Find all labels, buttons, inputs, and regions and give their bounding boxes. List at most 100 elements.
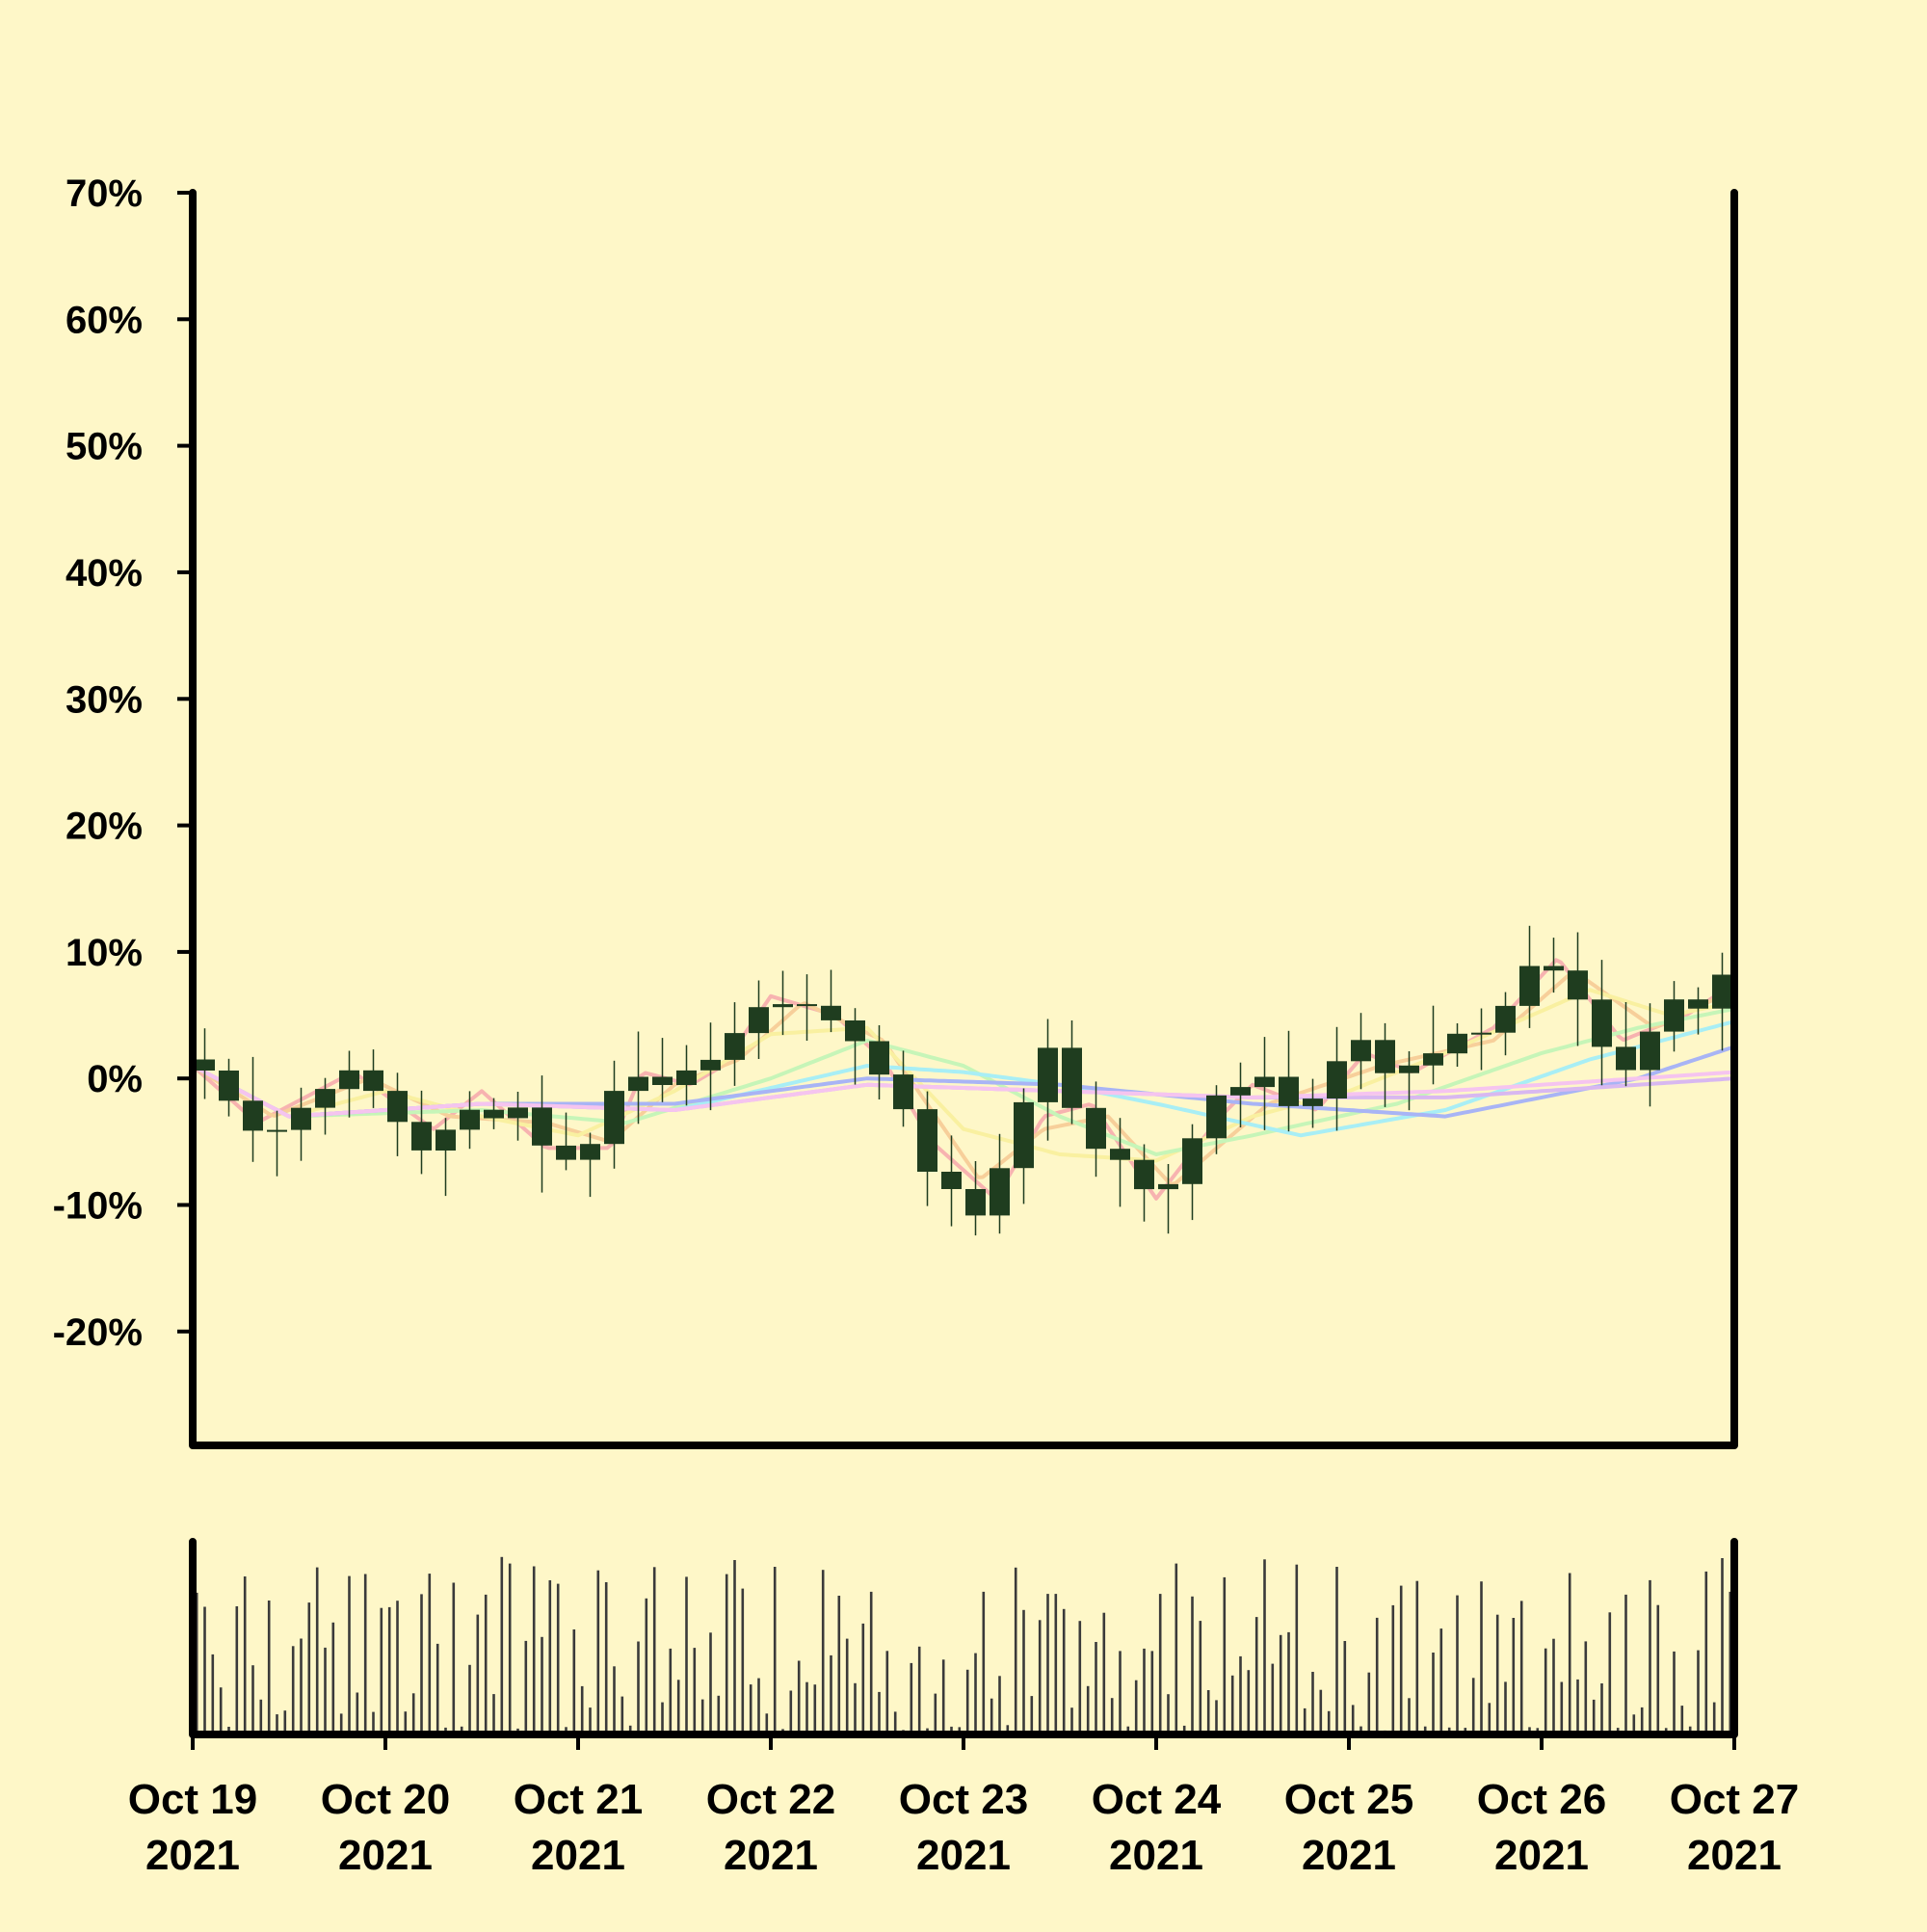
volume-bar (1263, 1559, 1266, 1734)
candle-body (1086, 1107, 1106, 1150)
volume-bar (1495, 1614, 1499, 1734)
volume-bar (1199, 1621, 1202, 1734)
candle-body (411, 1122, 432, 1151)
volume-bar (1391, 1604, 1395, 1734)
volume-bar (1367, 1672, 1371, 1734)
volume-bar (1432, 1653, 1435, 1734)
volume-bar (524, 1640, 528, 1734)
volume-bar (765, 1713, 769, 1734)
candle-body (484, 1109, 504, 1119)
volume-bar (396, 1601, 399, 1734)
candle-body (363, 1070, 383, 1092)
candle-body (1519, 966, 1540, 1006)
x-tick-label-year: 2021 (338, 1832, 433, 1879)
candle-body (941, 1172, 962, 1189)
volume-bar (508, 1563, 512, 1734)
volume-bar (1688, 1726, 1692, 1734)
volume-bar (1175, 1563, 1178, 1734)
volume-bar (243, 1576, 247, 1734)
volume-bar (990, 1698, 993, 1734)
candle-body (845, 1020, 865, 1042)
volume-bar (404, 1711, 408, 1734)
y-tick-label: 50% (66, 426, 143, 468)
volume-bar (484, 1594, 488, 1734)
x-axis: Oct 19 2021 Oct 20 2021 Oct 21 2021 Oct 22 2021… (128, 1734, 1799, 1879)
volume-bar (251, 1665, 254, 1734)
candle-body (1254, 1076, 1275, 1088)
candle-body (436, 1129, 456, 1151)
volume-bar (885, 1651, 889, 1734)
candles (195, 925, 1732, 1236)
candle-body (1375, 1040, 1395, 1073)
volume-bar (468, 1664, 471, 1734)
volume-bar (1134, 1680, 1138, 1734)
volume-bar (693, 1648, 697, 1734)
volume-bar (572, 1629, 576, 1734)
volume-bar (1014, 1567, 1017, 1734)
candle-body (1014, 1101, 1034, 1169)
candle-body (291, 1107, 311, 1130)
volume-bar (291, 1646, 295, 1734)
volume-bar (717, 1695, 721, 1734)
y-tick-label: 70% (66, 172, 143, 215)
candle-body (580, 1144, 600, 1160)
volume-bar (1119, 1651, 1122, 1734)
candle-body (219, 1071, 239, 1101)
candle-body (1471, 1032, 1491, 1035)
candle-body (1640, 1031, 1660, 1071)
axes-frames (189, 189, 1738, 1738)
y-tick-label: -10% (53, 1185, 143, 1228)
volume-bar (307, 1602, 311, 1734)
volume-bar (950, 1726, 953, 1734)
volume-bar (1568, 1573, 1571, 1734)
volume-bar (411, 1693, 415, 1734)
candle-body (315, 1089, 335, 1108)
moving-average-line-5 (192, 1019, 1735, 1138)
candle-body (749, 1007, 769, 1034)
volume-bar (837, 1596, 841, 1734)
volume-bar (1359, 1726, 1362, 1734)
volume-bar (604, 1582, 608, 1734)
y-tick-label: 60% (66, 299, 143, 341)
y-tick-label: 30% (66, 678, 143, 721)
volume-bar (1673, 1651, 1676, 1734)
volume-bar (1102, 1612, 1106, 1734)
volume-bar (805, 1681, 808, 1734)
volume-bar (733, 1560, 736, 1734)
volume-bar (1247, 1670, 1251, 1734)
volume-bar (934, 1693, 937, 1734)
candle-body (1182, 1138, 1202, 1184)
volume-bar (1182, 1725, 1186, 1734)
volume-bar (749, 1684, 752, 1734)
volume-bar (380, 1607, 383, 1734)
x-tick-label-date: Oct 26 (1477, 1776, 1607, 1823)
volume-bar (725, 1574, 728, 1734)
volume-bar (1697, 1650, 1700, 1734)
volume-bar (1271, 1663, 1275, 1734)
volume-bar (1030, 1696, 1034, 1734)
candle-body (508, 1107, 528, 1119)
volume-bar (861, 1623, 865, 1734)
volume-bar (556, 1583, 560, 1734)
candle-body (1423, 1053, 1443, 1066)
volume-bar (1721, 1558, 1724, 1734)
candle-body (893, 1074, 913, 1110)
volume-bar (757, 1678, 760, 1734)
volume-bar (741, 1588, 745, 1734)
candle-body (1062, 1047, 1082, 1108)
candle-body (917, 1109, 937, 1172)
volume-bar (1729, 1591, 1732, 1734)
moving-average-line-3 (192, 988, 1735, 1163)
volume-bar (669, 1648, 673, 1734)
candle-body (773, 1004, 793, 1008)
candle-body (990, 1168, 1010, 1216)
candle-body (676, 1070, 697, 1085)
volume-bar (1632, 1714, 1636, 1734)
volume-bar (965, 1669, 969, 1734)
price-panel: 70% 60% 50% 40% 30% 20% 10% 0% -10% -20% (53, 172, 1736, 1354)
candle-body (1712, 974, 1732, 1009)
candle-body (387, 1091, 408, 1123)
volume-bar (1303, 1707, 1307, 1734)
volume-bar (789, 1690, 793, 1734)
